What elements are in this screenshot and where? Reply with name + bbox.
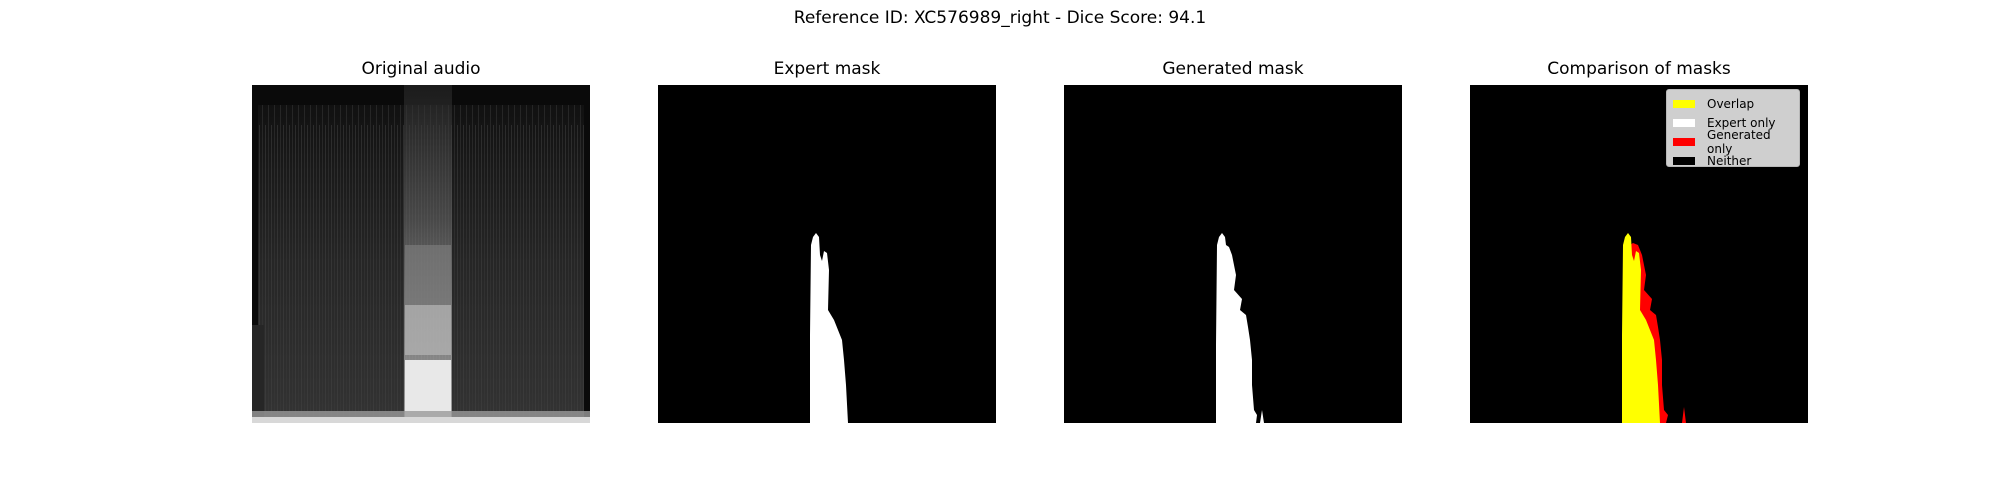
- panel-title-expert-mask: Expert mask: [773, 59, 881, 79]
- comparison-mask-shapes: [1622, 233, 1686, 423]
- legend-swatch-neither: [1673, 156, 1695, 165]
- figure-title: Reference ID: XC576989_right - Dice Scor…: [793, 8, 1207, 28]
- legend-label: Overlap: [1707, 96, 1755, 111]
- legend-swatch-expert-only: [1673, 118, 1695, 127]
- legend-swatch-generated-only: [1673, 137, 1695, 146]
- panel-title-generated-mask: Generated mask: [1162, 59, 1304, 79]
- legend-label: Generated only: [1707, 127, 1771, 156]
- legend-item-expert-only: Expert only: [1673, 113, 1793, 132]
- expert-mask-image: [658, 85, 996, 423]
- expert-mask-shape: [810, 233, 848, 423]
- overlap-region: [1622, 233, 1660, 423]
- legend-item-generated-only: Generated only: [1673, 128, 1793, 156]
- legend-label: Neither: [1707, 153, 1752, 168]
- legend-label: Expert only: [1707, 115, 1776, 130]
- spectrogram-image: [252, 85, 590, 423]
- generated-only-speck: [1682, 407, 1686, 423]
- legend-swatch-overlap: [1673, 99, 1695, 108]
- legend-item-overlap: Overlap: [1673, 94, 1793, 113]
- panel-title-original-audio: Original audio: [361, 59, 481, 79]
- legend: Overlap Expert only Generated only Neith…: [1666, 89, 1800, 170]
- generated-mask-image: [1064, 85, 1402, 423]
- panel-title-comparison: Comparison of masks: [1547, 59, 1731, 79]
- legend-item-neither: Neither: [1673, 151, 1793, 170]
- original-audio-spectrogram: [252, 85, 590, 423]
- generated-mask-shape: [1216, 233, 1264, 423]
